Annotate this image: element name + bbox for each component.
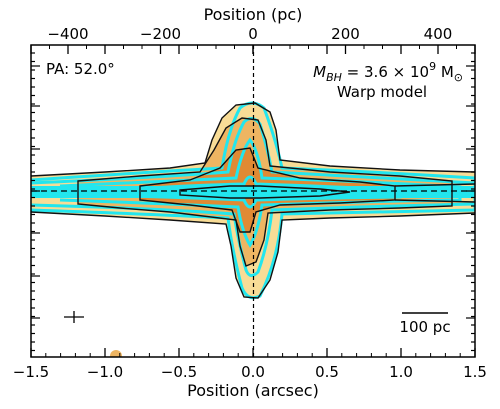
pa-annotation: PA: 52.0°: [46, 60, 115, 78]
top-tick-label: −200: [140, 25, 181, 43]
data-contour-5: [394, 183, 475, 203]
bottom-axis: −1.5 −1.0 −0.5 0.0 0.5 1.0 1.5: [13, 45, 487, 381]
data-contour-1: [31, 102, 475, 299]
bottom-tick-label: −0.5: [161, 363, 197, 381]
bottom-tick-label: 1.0: [389, 363, 413, 381]
top-tick-label: 400: [424, 25, 453, 43]
data-contours: [31, 102, 475, 299]
model-contour-1: [31, 101, 475, 300]
data-contour-4: [179, 185, 351, 199]
bottom-tick-label: 1.5: [463, 363, 487, 381]
fill-blob-upper-left: [110, 350, 122, 357]
bottom-tick-label: 0.5: [315, 363, 339, 381]
x-axis-label-top: Position (pc): [204, 5, 303, 24]
bottom-tick-label: −1.5: [13, 363, 49, 381]
plot-content: [31, 45, 475, 357]
bottom-tick-label: 0.0: [241, 363, 265, 381]
model-label: Warp model: [337, 83, 427, 101]
side-ticks: [31, 52, 475, 352]
top-axis: −400 −200 0 200 400: [30, 25, 476, 54]
x-axis-label-bottom: Position (arcsec): [187, 381, 319, 400]
top-tick-label: 200: [331, 25, 360, 43]
top-tick-label: 0: [248, 25, 258, 43]
scale-bar-label: 100 pc: [399, 318, 450, 336]
top-tick-label: −400: [47, 25, 88, 43]
bottom-tick-label: −1.0: [87, 363, 123, 381]
resolution-cross: [64, 311, 84, 323]
black-hole-mass-annotation: MBH = 3.6 × 109 M⊙: [313, 60, 463, 84]
